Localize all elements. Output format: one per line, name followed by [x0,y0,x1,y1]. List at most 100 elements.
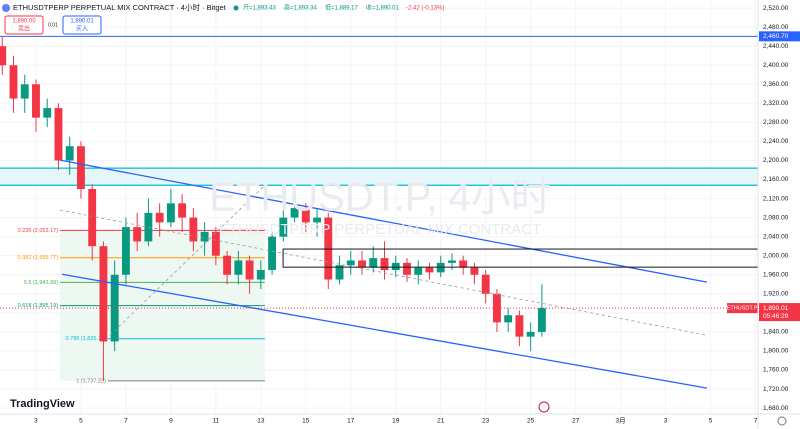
fib-label: 0.5 (1,943.99) [24,280,58,286]
candle-body [43,108,52,118]
x-tick-label: 5 [79,418,83,425]
watermark: ETHUSDT.P, 4小时 [209,176,551,220]
x-tick-label: 11 [212,418,219,425]
y-tick-label: 2,480.00 [763,24,789,31]
coin-icon [2,4,10,12]
fib-label: 0.786 (1,825.72) [66,336,107,342]
sell-button[interactable] [4,15,44,35]
x-tick-label: 21 [437,418,445,425]
y-tick-label: 2,240.00 [763,138,789,145]
x-tick-label: 3月 [616,417,626,425]
trend-line [59,159,708,283]
candle-body [358,260,366,268]
y-tick-label: 2,320.00 [763,100,789,107]
x-tick-label: 15 [302,418,310,425]
fib-label: 0.236 (2,053.17) [18,228,59,234]
event-icon[interactable] [538,401,550,413]
trend-line [61,273,708,389]
x-tick-label: 3 [664,418,668,425]
candle-body [391,262,400,270]
candle-body [223,255,232,275]
candle-body [414,267,423,275]
candle-body [166,203,175,223]
candle-body [245,260,254,280]
x-tick-label: 13 [257,418,265,425]
candle-body [279,217,288,237]
price-tag [759,303,800,322]
x-tick-label: 3 [34,418,38,425]
spread: 0.01 [48,22,58,28]
candle-body [65,146,74,161]
zone [0,168,758,186]
candle-body [526,331,535,337]
price-tag-label: 2,460.70 [763,33,789,40]
candle-body [9,65,18,99]
x-tick-label: 5 [709,418,713,425]
x-tick-label: 7 [124,418,128,425]
candle-body [504,315,513,323]
candle-body [77,146,85,190]
y-tick-label: 1,680.00 [763,405,789,412]
x-tick-label: 23 [482,418,490,425]
buy-button[interactable] [62,15,102,35]
candle-body [301,208,310,223]
fib-label: 0.618 (1,895.19) [18,303,59,309]
ohlc: 低=1,889.17 [325,4,359,12]
status-dot [233,5,239,11]
candle-body [20,84,29,99]
candle-body [313,217,321,223]
sell-label: 卖出 [18,25,30,33]
candle-body [448,260,456,263]
logo: TradingView [10,398,75,410]
buy-price: 1,890.01 [70,19,94,25]
y-tick-label: 2,040.00 [763,233,789,240]
ohlc: 高=1,893.34 [284,4,318,12]
candle-body [133,227,142,242]
candle-body [256,270,265,280]
x-tick-label: 17 [347,418,355,425]
y-tick-label: 1,960.00 [763,271,789,278]
candle-body [178,203,187,218]
y-tick-label: 2,120.00 [763,195,789,202]
x-tick-label: 19 [392,418,400,425]
y-tick-label: 2,200.00 [763,157,789,164]
y-tick-label: 2,080.00 [763,214,789,221]
y-tick-label: 2,000.00 [763,252,789,259]
x-tick-label: 7 [754,418,758,425]
candle-body [88,189,97,247]
candle-body [369,258,378,268]
y-tick-label: 1,920.00 [763,291,789,298]
candle-body [32,84,40,118]
y-tick-label: 1,800.00 [763,348,789,355]
ohlc: -2.42 (-0.13%) [406,6,444,12]
overlay: 1,680.00 1,720.00 1,760.00 1,800.00 1,840.00… [34,5,800,425]
candle-body [189,217,198,242]
symbol-tag-label: ETHUSDT.P [727,306,758,312]
candle-body [537,308,546,332]
buy-label: 买入 [76,25,88,33]
candle-body [0,46,7,66]
candle-body [234,260,243,275]
settings-icon[interactable] [777,416,787,426]
candle-body [481,274,490,294]
x-tick-label: 25 [527,418,535,425]
candle-body [211,231,220,256]
candle-body [54,108,63,161]
candle-body [144,212,153,242]
fib-label: 0.382 (1,995.77) [18,255,59,261]
y-tick-label: 1,760.00 [763,367,789,374]
ohlc: 收=1,890.01 [366,4,400,12]
plot: 0.236 (2,053.17) 0.382 (1,995.77) 0.5 (1,9… [0,0,759,414]
y-tick-label: 2,400.00 [763,62,789,69]
price-tag [759,31,800,42]
candle-body [492,293,501,323]
candle-body [515,315,524,337]
sell-price: 1,890.00 [12,19,36,25]
countdown: 05:46:29 [763,313,789,320]
y-tick-label: 2,440.00 [763,43,789,50]
y-tick-label: 2,280.00 [763,119,789,126]
trend-line [59,209,708,336]
watermark: ETHUSDTPERP PERPETUAL MIX CONTRACT [219,221,542,238]
y-tick-label: 2,360.00 [763,81,789,88]
